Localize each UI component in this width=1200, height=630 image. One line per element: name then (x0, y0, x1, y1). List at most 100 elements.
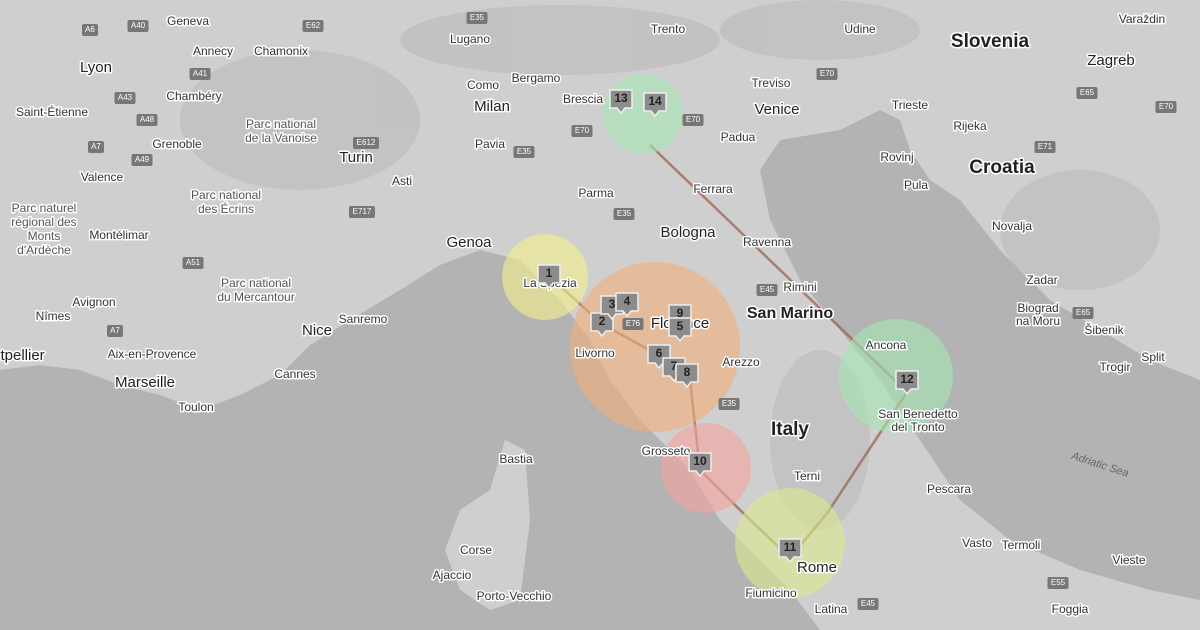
road-label: A40 (131, 21, 146, 30)
pin-label: 14 (648, 94, 662, 108)
map-pin[interactable]: 13 (609, 89, 633, 115)
place-label: Termoli (1002, 538, 1041, 552)
place-label: Novalja (992, 219, 1032, 233)
map-pin[interactable]: 11 (778, 538, 802, 564)
road-shield (756, 284, 778, 296)
road-label: E55 (1051, 578, 1066, 587)
place-label: Padua (721, 130, 756, 144)
place-label: Marseille (115, 374, 175, 391)
place-label: Valence (81, 170, 124, 184)
pin-shape (668, 317, 692, 343)
pin-shape (688, 452, 712, 478)
road-label: E65 (1080, 88, 1095, 97)
pin-shape (609, 89, 633, 115)
place-label: Grenoble (152, 137, 202, 151)
map-pin[interactable]: 1 (537, 264, 561, 290)
place-label: Asti (392, 174, 412, 188)
place-label: Rijeka (953, 119, 987, 133)
map-pin[interactable]: 14 (643, 92, 667, 118)
pin-label: 8 (684, 365, 691, 379)
place-label: Bologna (660, 224, 716, 241)
pin-shape (895, 370, 919, 396)
road-label: A6 (85, 25, 95, 34)
place-label: San Benedetto (878, 407, 958, 421)
road-shield (1047, 577, 1069, 589)
road-shield (466, 12, 488, 24)
place-label: Annecy (193, 44, 233, 58)
place-label: Toulon (178, 400, 213, 414)
road-shield (107, 325, 123, 337)
map-pin[interactable]: 10 (688, 452, 712, 478)
road-label: E45 (861, 599, 876, 608)
pin-label: 9 (677, 306, 684, 320)
road-shield (182, 257, 204, 269)
pin-shape (537, 264, 561, 290)
cluster (603, 74, 683, 154)
place-label: na Moru (1016, 314, 1060, 328)
map-pin[interactable]: 8 (675, 363, 699, 389)
place-label: Cannes (274, 367, 315, 381)
road-label: A43 (118, 93, 133, 102)
road-label: E35 (517, 147, 532, 156)
map-pin[interactable]: 5 (668, 317, 692, 343)
pin-label: 1 (546, 266, 553, 280)
road-label: A48 (140, 115, 155, 124)
map-pin[interactable]: 12 (895, 370, 919, 396)
road-label: E612 (357, 138, 376, 147)
pin-label: 5 (677, 319, 684, 333)
road-shield (136, 114, 158, 126)
place-label: Terni (794, 469, 820, 483)
place-label: Montpellier (0, 347, 45, 364)
road-shield (571, 125, 593, 137)
place-label: Rimini (783, 280, 816, 294)
place-label: Varaždin (1119, 12, 1165, 26)
road-shield (88, 141, 104, 153)
road-label: E35 (722, 399, 737, 408)
place-label: Grosseto (642, 444, 691, 458)
place-label: Bergamo (512, 71, 561, 85)
place-label: Milan (474, 98, 510, 115)
road-shield (1155, 101, 1177, 113)
place-label: Split (1141, 350, 1165, 364)
place-label: Ancona (866, 338, 907, 352)
road-label: E35 (470, 13, 485, 22)
road-shield (82, 24, 98, 36)
road-shield (114, 92, 136, 104)
place-label: Nîmes (36, 309, 71, 323)
pin-shape (643, 92, 667, 118)
road-label: E70 (575, 126, 590, 135)
place-label: régional des (11, 215, 76, 229)
road-shield (682, 114, 704, 126)
road-label: E717 (353, 207, 372, 216)
place-label: Trogir (1100, 360, 1131, 374)
place-label: Italy (771, 419, 809, 440)
place-label: Rovinj (880, 150, 913, 164)
place-label: Saint-Étienne (16, 104, 88, 119)
place-label: Vasto (962, 536, 992, 550)
place-label: Pescara (927, 482, 971, 496)
place-label: Vieste (1112, 553, 1145, 567)
place-label: d'Ardèche (17, 243, 71, 257)
road-shield (857, 598, 879, 610)
road-shield (816, 68, 838, 80)
place-label: Arezzo (722, 355, 760, 369)
road-label: A49 (135, 155, 150, 164)
road-label: A7 (110, 326, 120, 335)
place-label: Slovenia (951, 31, 1030, 52)
map-pin[interactable]: 4 (615, 292, 639, 318)
place-label: Aix-en-Provence (108, 347, 197, 361)
road-label: E35 (617, 209, 632, 218)
road-label: E65 (1076, 308, 1091, 317)
place-label: Turin (339, 149, 373, 166)
road-label: A41 (193, 69, 208, 78)
place-label: Geneva (167, 14, 209, 28)
pin-label: 13 (614, 91, 628, 105)
place-label: Chambéry (166, 89, 221, 103)
road-shield (622, 318, 644, 330)
place-label: Como (467, 78, 499, 92)
road-shield (718, 398, 740, 410)
place-label: du Mercantour (217, 290, 294, 304)
road-shield (613, 208, 635, 220)
